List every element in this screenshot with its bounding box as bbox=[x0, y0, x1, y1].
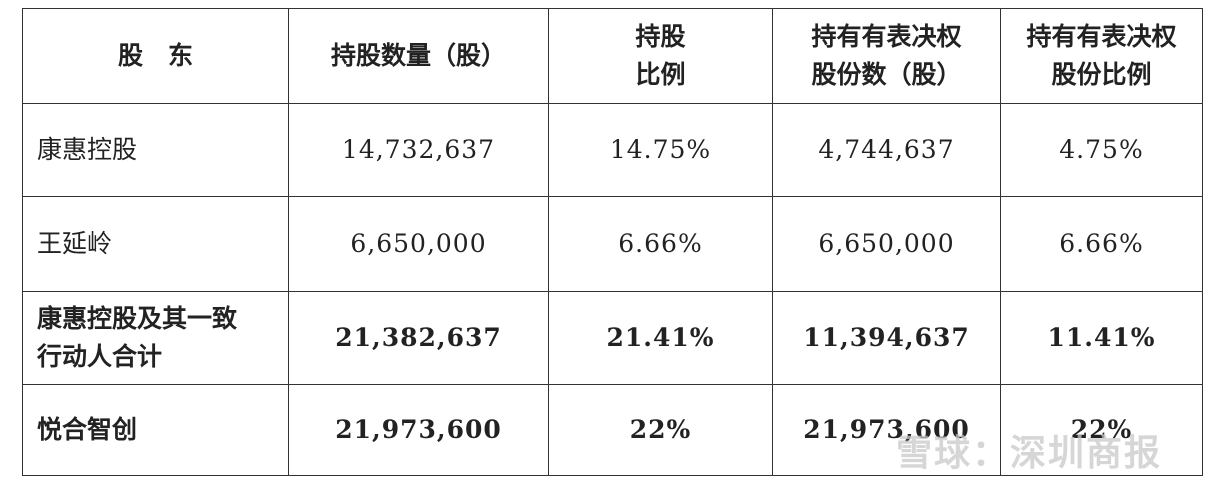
name-cell: 康惠控股及其一致 行动人合计 bbox=[22, 291, 289, 385]
shareholder-table: 股 东持股数量（股） 持股 比例 持有有表决权 股份数（股） 持有有表决权 股份比例 康惠控股… bbox=[22, 8, 1203, 476]
cell-line: 康惠控股及其一致 bbox=[37, 304, 238, 333]
data-row: 康惠控股及其一致 行动人合计 21,382,637 21.41% 11,394,637 1… bbox=[22, 291, 1203, 385]
cell-line: 比例 bbox=[635, 60, 686, 89]
value-cell: 21,973,600 bbox=[288, 384, 549, 476]
cell-line: 股份数（股） bbox=[811, 60, 962, 89]
value-cell: 14.75% bbox=[548, 103, 773, 197]
header-cell: 股 东 bbox=[22, 8, 289, 104]
table-body: 股 东持股数量（股） 持股 比例 持有有表决权 股份数（股） 持有有表决权 股份比例 康惠控股… bbox=[22, 8, 1203, 476]
header-cell: 持有有表决权 股份数（股） bbox=[772, 8, 1001, 104]
watermark: 雪球：深圳商报 bbox=[896, 433, 1163, 474]
cell-line: 持有有表决权 bbox=[1026, 22, 1177, 51]
data-row: 悦合智创 21,973,600 22% 21,973,600 22% bbox=[22, 384, 1203, 476]
cell-line: 持股数量（股） bbox=[330, 41, 506, 70]
header-cell: 持股 比例 bbox=[548, 8, 773, 104]
header-row: 股 东持股数量（股） 持股 比例 持有有表决权 股份数（股） 持有有表决权 股份比例 bbox=[22, 8, 1203, 104]
value-cell: 6,650,000 bbox=[288, 196, 549, 292]
value-cell: 21,382,637 bbox=[288, 291, 549, 385]
cell-line: 股 东 bbox=[117, 41, 193, 70]
cell-line: 悦合智创 bbox=[37, 415, 138, 444]
cell-line: 持股 bbox=[635, 22, 686, 51]
value-cell: 11,394,637 bbox=[772, 291, 1001, 385]
value-cell: 4.75% bbox=[1000, 103, 1203, 197]
value-cell: 6.66% bbox=[1000, 196, 1203, 292]
value-cell: 21.41% bbox=[548, 291, 773, 385]
value-cell: 22% bbox=[1000, 384, 1203, 476]
cell-line: 行动人合计 bbox=[37, 342, 163, 371]
value-cell: 11.41% bbox=[1000, 291, 1203, 385]
value-cell: 14,732,637 bbox=[288, 103, 549, 197]
data-row: 王延岭 6,650,000 6.66% 6,650,000 6.66% bbox=[22, 196, 1203, 292]
value-cell: 6.66% bbox=[548, 196, 773, 292]
header-cell: 持有有表决权 股份比例 bbox=[1000, 8, 1203, 104]
value-cell: 21,973,600 bbox=[772, 384, 1001, 476]
cell-line: 持有有表决权 bbox=[811, 22, 962, 51]
data-row: 康惠控股 14,732,637 14.75% 4,744,637 4.75% bbox=[22, 103, 1203, 197]
cell-line: 王延岭 bbox=[37, 229, 113, 258]
cell-line: 康惠控股 bbox=[37, 135, 138, 164]
cell-line: 股份比例 bbox=[1051, 60, 1152, 89]
value-cell: 6,650,000 bbox=[772, 196, 1001, 292]
value-cell: 22% bbox=[548, 384, 773, 476]
name-cell: 康惠控股 bbox=[22, 103, 289, 197]
value-cell: 4,744,637 bbox=[772, 103, 1001, 197]
name-cell: 悦合智创 bbox=[22, 384, 289, 476]
header-cell: 持股数量（股） bbox=[288, 8, 549, 104]
name-cell: 王延岭 bbox=[22, 196, 289, 292]
